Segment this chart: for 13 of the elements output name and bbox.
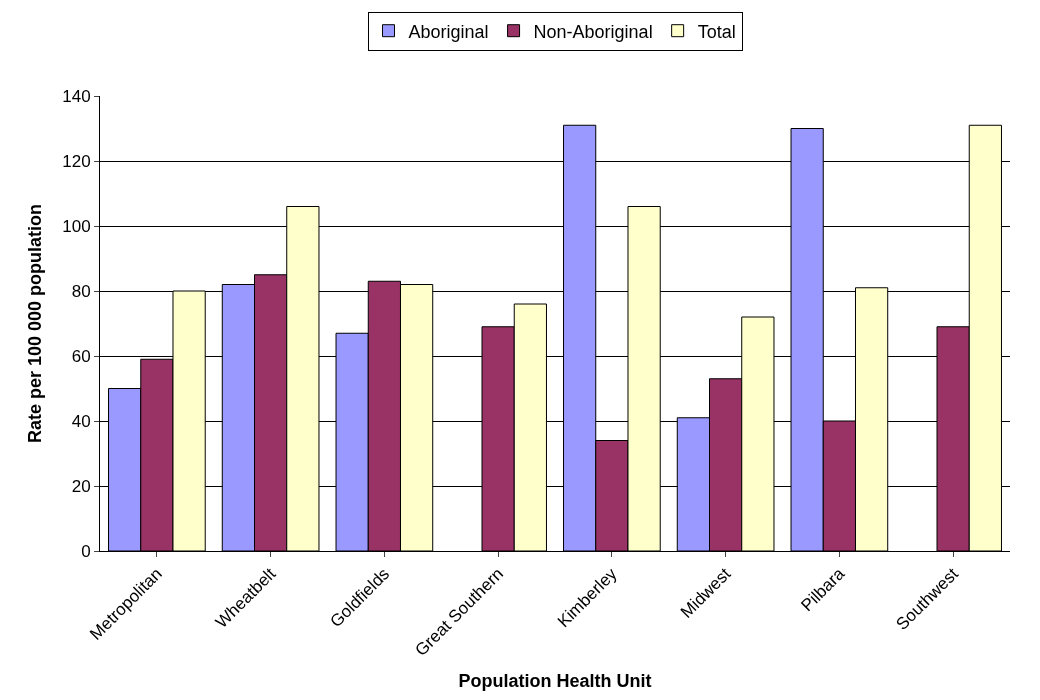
x-axis-title: Population Health Unit — [458, 671, 652, 692]
y-tick-label: 140 — [62, 86, 91, 106]
y-tick-label: 0 — [81, 541, 91, 561]
legend-label: Total — [697, 21, 736, 42]
legend-label: Non-Aboriginal — [533, 21, 653, 42]
y-tick-label: 100 — [62, 216, 91, 236]
y-tick-label: 40 — [71, 411, 91, 431]
y-tick-label: 120 — [62, 151, 91, 171]
y-tick-label: 80 — [71, 281, 91, 301]
legend-label: Aboriginal — [408, 21, 489, 42]
y-tick-label: 60 — [71, 346, 91, 366]
y-axis-title: Rate per 100 000 population — [25, 203, 46, 444]
y-tick-label: 20 — [71, 476, 91, 496]
